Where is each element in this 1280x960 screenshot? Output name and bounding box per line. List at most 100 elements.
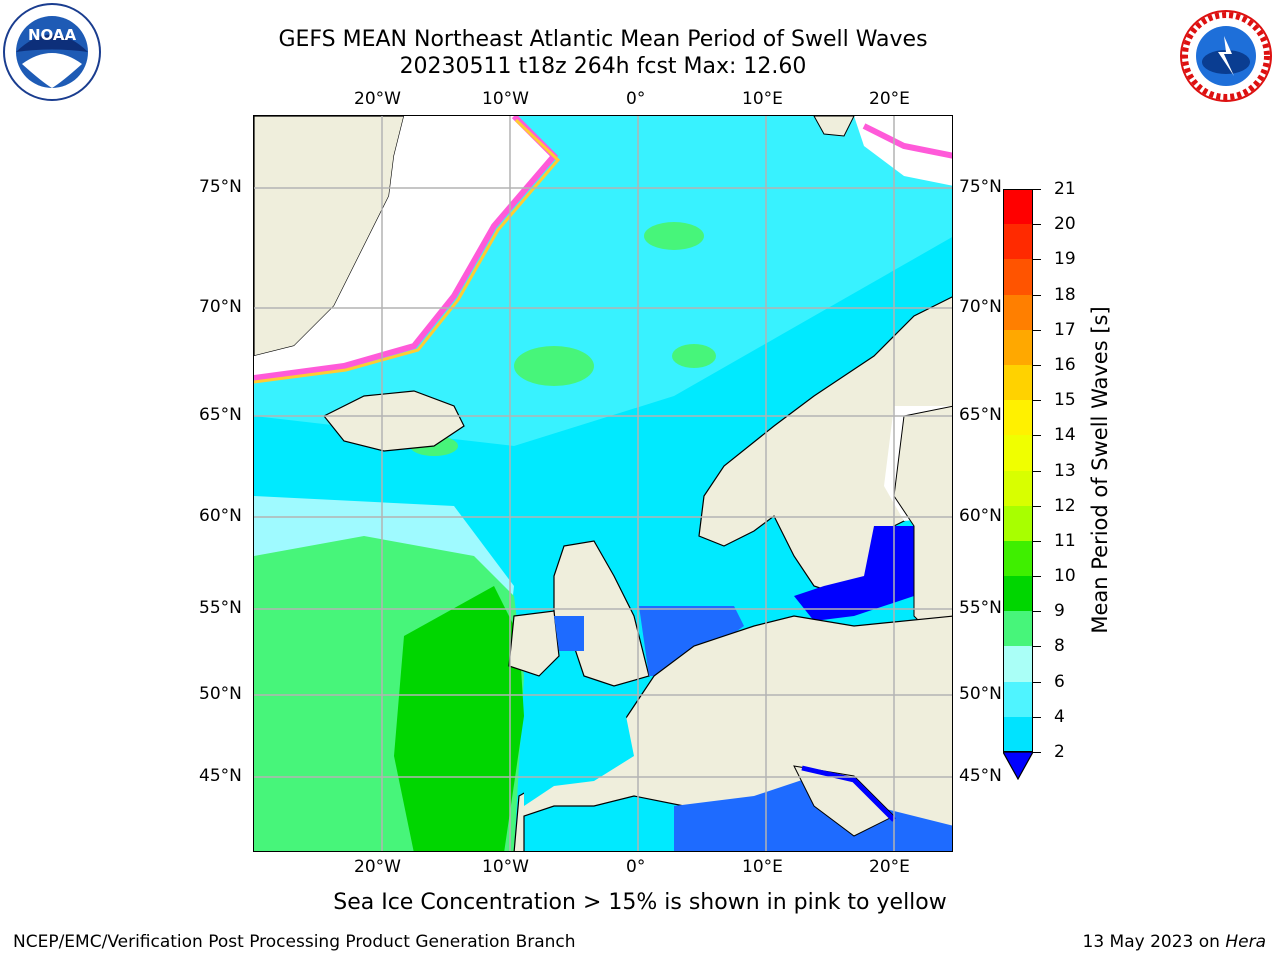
swell-region-bright-green: [394, 586, 524, 851]
swell-patch-2: [644, 222, 704, 250]
lat-tick-left-65n: 65°N: [199, 405, 242, 425]
lat-tick-right-45n: 45°N: [959, 766, 1002, 786]
colorbar-segment: [1003, 224, 1033, 260]
colorbar-segment: [1003, 505, 1033, 542]
colorbar-segment: [1003, 329, 1033, 366]
colorbar-tick-mark: [1033, 611, 1041, 613]
colorbar-segment: [1003, 470, 1033, 507]
colorbar-tick-mark: [1033, 189, 1041, 190]
lon-tick-bottom-20w: 20°W: [354, 857, 401, 877]
land-italy: [793, 765, 895, 837]
colorbar-tick-label: 13: [1054, 460, 1076, 481]
colorbar-segment: [1003, 576, 1033, 612]
colorbar-tick-mark: [1033, 435, 1041, 437]
colorbar-segment: [1003, 540, 1033, 577]
land-svalbard: [813, 116, 855, 137]
colorbar-tick-label: 9: [1054, 601, 1065, 622]
north-sea-shallow: [639, 606, 744, 676]
colorbar-tick-mark: [1033, 752, 1041, 753]
colorbar-tick-mark: [1033, 364, 1041, 366]
colorbar-tick-mark: [1033, 329, 1041, 331]
lon-tick-top-20e: 20°E: [869, 89, 910, 109]
lat-tick-left-45n: 45°N: [199, 766, 242, 786]
map-panel: [253, 115, 953, 852]
colorbar-tick-mark: [1033, 540, 1041, 542]
map-svg: [254, 116, 952, 851]
lat-tick-right-50n: 50°N: [959, 684, 1002, 704]
colorbar-tick-label: 17: [1054, 319, 1076, 340]
colorbar-border: [1003, 189, 1033, 752]
lon-tick-bottom-20e: 20°E: [869, 857, 910, 877]
chart-title-line-1: GEFS MEAN Northeast Atlantic Mean Period…: [278, 27, 928, 52]
colorbar-tick-mark: [1033, 576, 1041, 578]
adriatic-sea: [801, 765, 896, 822]
colorbar-tick-mark: [1033, 470, 1041, 472]
colorbar-tick-label: 19: [1054, 249, 1076, 270]
colorbar-under-arrow: [1003, 752, 1033, 780]
colorbar-tick-mark: [1033, 505, 1041, 507]
swell-patch-1: [514, 346, 594, 386]
colorbar-segment: [1003, 294, 1033, 331]
lat-tick-left-50n: 50°N: [199, 684, 242, 704]
colorbar-tick-label: 14: [1054, 425, 1076, 446]
colorbar-segment: [1003, 259, 1033, 296]
lat-tick-left-60n: 60°N: [199, 506, 242, 526]
colorbar-tick-mark: [1033, 224, 1041, 226]
colorbar-tick-label: 2: [1054, 742, 1065, 762]
colorbar-tick-label: 18: [1054, 284, 1076, 305]
irish-sea: [554, 616, 584, 651]
colorbar-tick-label: 6: [1054, 671, 1065, 692]
sea-ice-area: [254, 116, 554, 378]
colorbar-tick-label: 8: [1054, 636, 1065, 657]
land-iceland: [323, 390, 465, 452]
noaa-logo: NOAA: [2, 2, 102, 102]
lon-tick-top-0: 0°: [626, 89, 646, 109]
lat-tick-right-60n: 60°N: [959, 506, 1002, 526]
colorbar-segment: [1003, 646, 1033, 683]
nws-logo: [1180, 10, 1272, 102]
colorbar-tick-label: 16: [1054, 354, 1076, 375]
graticule: [254, 116, 952, 851]
footer-host: Hera: [1225, 932, 1266, 952]
sea-ice-edge-yellow: [254, 118, 561, 384]
baltic-sea: [794, 526, 914, 621]
colorbar-segment: [1003, 400, 1033, 436]
colorbar-tick-label: 12: [1054, 495, 1076, 516]
colorbar-tick-mark: [1033, 400, 1041, 402]
lat-tick-left-75n: 75°N: [199, 177, 242, 197]
colorbar-tick-label: 20: [1054, 214, 1076, 235]
sea-ice-caption: Sea Ice Concentration > 15% is shown in …: [333, 890, 947, 915]
colorbar-segment: [1003, 364, 1033, 401]
lat-tick-right-55n: 55°N: [959, 598, 1002, 618]
lat-tick-left-55n: 55°N: [199, 598, 242, 618]
colorbar: [1003, 189, 1033, 753]
colorbar-tick-mark: [1033, 681, 1041, 683]
bay-of-biscay: [524, 706, 634, 806]
chart-title-line-2: 20230511 t18z 264h fcst Max: 12.60: [399, 54, 807, 79]
footer-date: 13 May 2023 on Hera: [1083, 932, 1267, 952]
colorbar-tick-mark: [1033, 716, 1041, 718]
lat-tick-left-70n: 70°N: [199, 297, 242, 317]
colorbar-tick-mark: [1033, 294, 1041, 296]
colorbar-tick-label: 4: [1054, 706, 1065, 727]
mediterranean-sea: [674, 776, 952, 851]
noaa-logo-text: NOAA: [28, 26, 77, 44]
colorbar-tick-label: 21: [1054, 179, 1076, 199]
lat-tick-right-65n: 65°N: [959, 405, 1002, 425]
colorbar-tick-label: 10: [1054, 566, 1076, 587]
colorbar-segment: [1003, 611, 1033, 647]
footer-date-text: 13 May 2023 on: [1082, 932, 1226, 952]
lon-tick-top-10e: 10°E: [742, 89, 783, 109]
lon-tick-bottom-10e: 10°E: [742, 857, 783, 877]
lat-tick-right-75n: 75°N: [959, 177, 1002, 197]
colorbar-segment: [1003, 435, 1033, 471]
colorbar-segment: [1003, 189, 1033, 225]
colorbar-tick-mark: [1033, 646, 1041, 648]
lat-tick-right-70n: 70°N: [959, 297, 1002, 317]
lon-tick-top-10w: 10°W: [482, 89, 529, 109]
colorbar-tick-label: 15: [1054, 390, 1076, 411]
lon-tick-bottom-0: 0°: [626, 857, 646, 877]
colorbar-segment: [1003, 681, 1033, 718]
svalbard-ice-edge: [862, 123, 952, 159]
lon-tick-top-20w: 20°W: [354, 89, 401, 109]
